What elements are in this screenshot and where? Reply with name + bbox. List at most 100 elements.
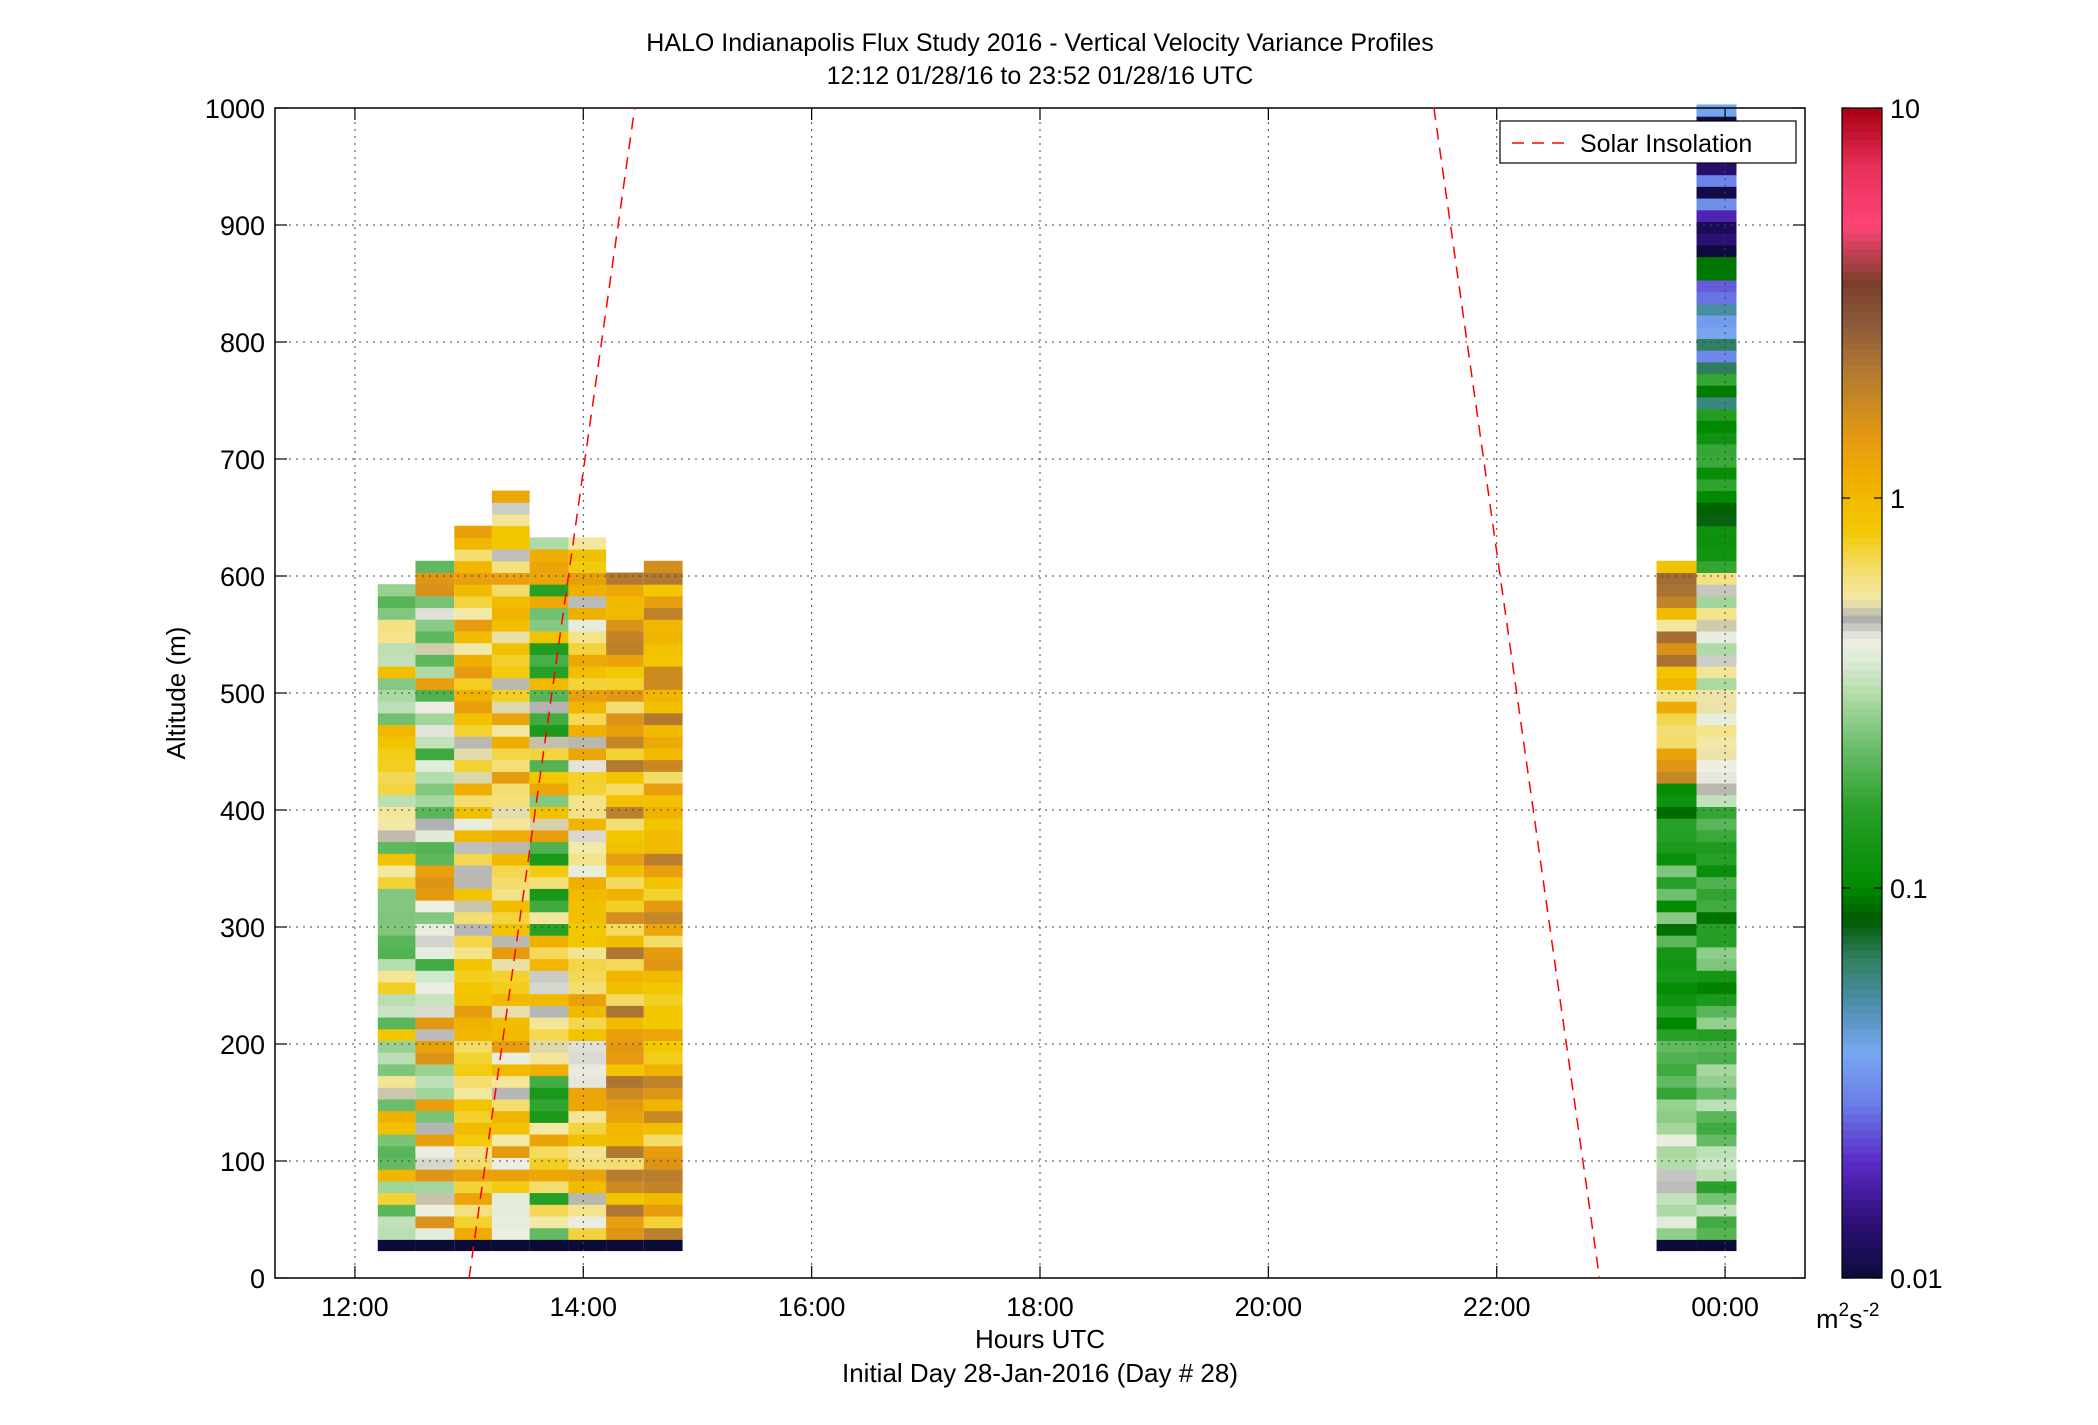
heatmap-cell	[606, 1110, 644, 1123]
heatmap-cell	[377, 993, 416, 1006]
colorbar-cell	[1842, 786, 1882, 795]
heatmap-cell	[454, 794, 492, 807]
colorbar-cell	[1842, 529, 1882, 538]
heatmap-cell	[1696, 315, 1737, 328]
heatmap-cell	[643, 724, 683, 737]
heatmap-cell	[377, 595, 416, 609]
heatmap-cell	[415, 689, 455, 702]
heatmap-cell	[377, 900, 416, 913]
colorbar-cell	[1842, 1262, 1882, 1271]
heatmap-cell	[377, 1005, 416, 1018]
heatmap-cell	[568, 1180, 607, 1194]
colorbar-cell	[1842, 724, 1882, 733]
heatmap-cell	[454, 549, 492, 562]
heatmap-cell	[1656, 1040, 1697, 1053]
heatmap-cell	[415, 1122, 455, 1135]
heatmap-cell	[606, 1122, 644, 1135]
heatmap-cell	[643, 712, 683, 726]
heatmap-cell	[377, 630, 416, 644]
heatmap-cell	[491, 981, 530, 995]
heatmap-cell	[491, 1063, 530, 1077]
heatmap-cell	[415, 1063, 455, 1077]
colorbar-cell	[1842, 225, 1882, 234]
heatmap-cell	[529, 876, 569, 889]
heatmap-cell	[1656, 935, 1697, 948]
heatmap-cell	[529, 677, 569, 690]
heatmap-cell	[1696, 537, 1737, 550]
y-tick-label: 700	[220, 445, 265, 475]
heatmap-cell	[454, 1215, 492, 1229]
heatmap-cell	[491, 677, 530, 690]
heatmap-cell	[643, 1227, 683, 1240]
heatmap-cell	[377, 747, 416, 761]
heatmap-cell	[1696, 1028, 1737, 1041]
heatmap-cell	[454, 841, 492, 854]
heatmap-cell	[568, 806, 607, 819]
heatmap-cell	[1696, 338, 1737, 351]
colorbar-cell	[1842, 170, 1882, 179]
heatmap-cell	[568, 1028, 607, 1041]
colorbar-cell	[1842, 708, 1882, 717]
heatmap-cell	[1696, 841, 1737, 854]
colorbar-cell	[1842, 537, 1882, 546]
heatmap-cell	[529, 911, 569, 924]
heatmap-cell	[1656, 1063, 1697, 1077]
heatmap-cell	[568, 1215, 607, 1229]
heatmap-cell	[454, 736, 492, 749]
heatmap-cell	[568, 666, 607, 679]
heatmap-cell	[1696, 478, 1737, 492]
heatmap-cell	[568, 794, 607, 807]
heatmap-cell	[568, 1227, 607, 1240]
heatmap-cell	[1696, 467, 1737, 480]
heatmap-cell	[415, 806, 455, 819]
heatmap-cell	[377, 841, 416, 854]
heatmap-cell	[529, 1110, 569, 1123]
heatmap-cell	[568, 1052, 607, 1065]
heatmap-cell	[606, 677, 644, 690]
tick-labels: 12:00 14:00 16:00 18:00 20:00 22:00 00:00 0 100 2…	[205, 94, 1805, 1322]
heatmap-cell	[454, 1157, 492, 1170]
heatmap-cell	[529, 1005, 569, 1018]
heatmap-cell	[1656, 876, 1697, 889]
heatmap-cell	[606, 970, 644, 983]
heatmap-cell	[415, 1227, 455, 1240]
heatmap-cell	[606, 712, 644, 726]
heatmap-cell	[1656, 560, 1697, 573]
heatmap-cell	[643, 666, 683, 679]
heatmap-cell	[606, 1087, 644, 1100]
colorbar-cell	[1842, 279, 1882, 288]
heatmap-cell	[643, 759, 683, 772]
colorbar-cell	[1842, 661, 1882, 671]
heatmap-cell	[415, 666, 455, 679]
heatmap-cell	[643, 560, 683, 573]
colorbar-cell	[1842, 693, 1882, 702]
heatmap-cell	[491, 1110, 530, 1123]
heatmap-cell	[1696, 1087, 1737, 1100]
colorbar-cell	[1842, 1020, 1882, 1029]
colorbar-cell	[1842, 997, 1882, 1006]
heatmap-cell	[529, 630, 569, 644]
heatmap-cell	[415, 864, 455, 878]
heatmap-cell	[415, 1075, 455, 1088]
heatmap-cell	[529, 1028, 569, 1041]
heatmap-cell	[1656, 818, 1697, 831]
heatmap-cell	[568, 724, 607, 737]
heatmap-cell	[568, 911, 607, 924]
colorbar-cell	[1842, 841, 1882, 850]
heatmap-cell	[1696, 970, 1737, 983]
heatmap-cell	[377, 1134, 416, 1147]
heatmap-cell	[1696, 209, 1737, 222]
heatmap-cell	[454, 911, 492, 924]
colorbar-units-base: m	[1816, 1304, 1839, 1334]
heatmap-cell	[1656, 759, 1697, 772]
heatmap-cell	[643, 876, 683, 889]
heatmap-cell	[568, 818, 607, 831]
heatmap-cell	[377, 1145, 416, 1158]
heatmap-cell	[454, 1204, 492, 1217]
heatmap-cell	[1696, 642, 1737, 655]
colorbar-cell	[1842, 459, 1882, 468]
colorbar-cell	[1842, 209, 1882, 218]
heatmap-cell	[529, 970, 569, 983]
heatmap-cell	[491, 747, 530, 761]
heatmap-cell	[1696, 244, 1737, 258]
